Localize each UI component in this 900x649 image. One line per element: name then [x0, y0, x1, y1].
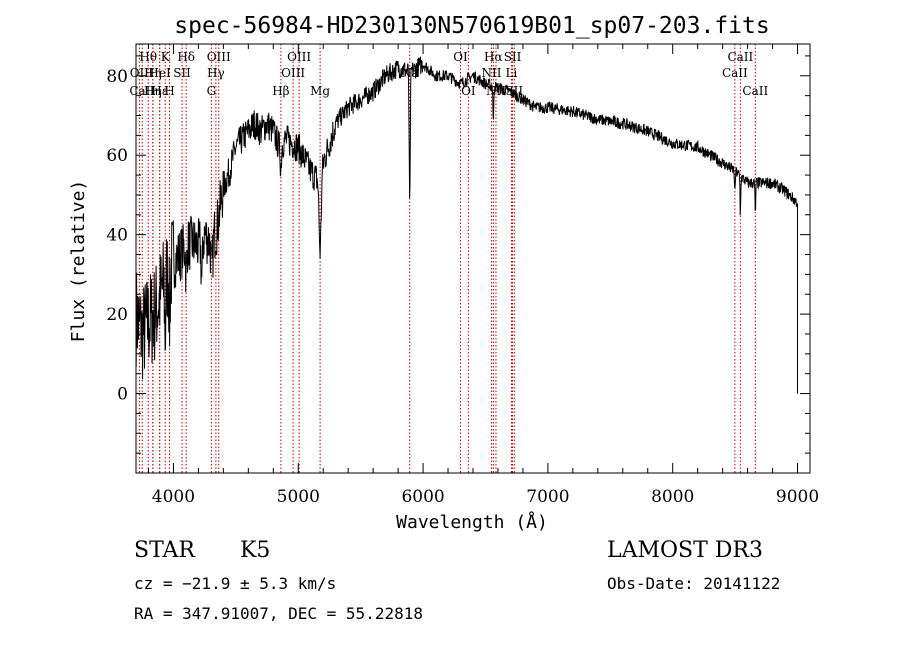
spectral-line-label: OIII	[287, 50, 311, 64]
y-axis-ticks: 0 20 40 60 80	[106, 55, 810, 454]
y-tick-label: 0	[117, 385, 128, 405]
spectral-line-label: CaII	[727, 50, 753, 64]
x-tick-label: 5000	[277, 487, 320, 507]
spectral-line-label: SII	[504, 50, 522, 64]
spectral-line-label: CaII	[742, 84, 768, 98]
spectral-line-label: K	[161, 50, 171, 64]
y-tick-label: 20	[106, 305, 128, 325]
spectral-line-label: Hδ	[177, 50, 195, 64]
y-tick-label: 80	[106, 67, 128, 87]
object-class: STAR	[134, 538, 195, 563]
spectral-line-label: Hε	[151, 84, 168, 98]
spectral-line-label: H	[164, 84, 174, 98]
plot-frame	[135, 43, 811, 474]
spectral-line-label: Li	[506, 66, 518, 80]
spectral-line-label: SII	[173, 66, 191, 80]
x-tick-label: 9000	[776, 487, 819, 507]
spectral-line-label: OI	[453, 50, 468, 64]
spectrum-series-line	[135, 56, 798, 394]
spectral-line-label: Hθ	[139, 50, 157, 64]
x-tick-label: 6000	[401, 487, 444, 507]
spectral-line-label: Hη	[144, 84, 162, 98]
x-axis-label: Wavelength (Å)	[396, 511, 548, 533]
chart-title: spec-56984-HD230130N570619B01_sp07-203.f…	[174, 13, 769, 39]
spectral-line-label: Hα	[484, 50, 503, 64]
y-tick-label: 40	[106, 226, 128, 246]
spectral-line-label: G	[207, 84, 217, 98]
y-axis-label: Flux (relative)	[68, 180, 89, 343]
spectral-line-label: Mg	[310, 84, 330, 98]
spectral-line-label: Hβ	[272, 84, 289, 98]
spectral-line-label: CaII	[722, 66, 748, 80]
spectral-line-label: OII	[130, 66, 150, 80]
spectral-line-label: OIII	[281, 66, 305, 80]
sky-coordinates: RA = 347.91007, DEC = 55.22818	[134, 604, 423, 623]
spectral-line-label: OIII	[207, 50, 231, 64]
x-tick-label: 7000	[526, 487, 569, 507]
spectral-line-label: Hγ	[207, 66, 225, 80]
x-axis-ticks: 4000 5000 6000 7000 8000 9000	[147, 44, 819, 507]
y-tick-label: 60	[106, 146, 128, 166]
spectral-line-markers	[138, 44, 756, 473]
spectral-line-label: Hη	[144, 66, 162, 80]
observation-date: Obs-Date: 20141122	[607, 574, 781, 593]
spectrum-chart: spec-56984-HD230130N570619B01_sp07-203.f…	[68, 13, 819, 533]
spectral-line-label: HeI	[148, 66, 171, 80]
x-tick-label: 4000	[152, 487, 195, 507]
object-subclass: K5	[240, 538, 271, 563]
spectral-line-label: OI	[461, 84, 476, 98]
redshift-velocity: cz = −21.9 ± 5.3 km/s	[134, 574, 337, 593]
survey-name: LAMOST DR3	[607, 538, 763, 563]
x-tick-label: 8000	[651, 487, 694, 507]
spectral-line-label: NII	[481, 66, 501, 80]
